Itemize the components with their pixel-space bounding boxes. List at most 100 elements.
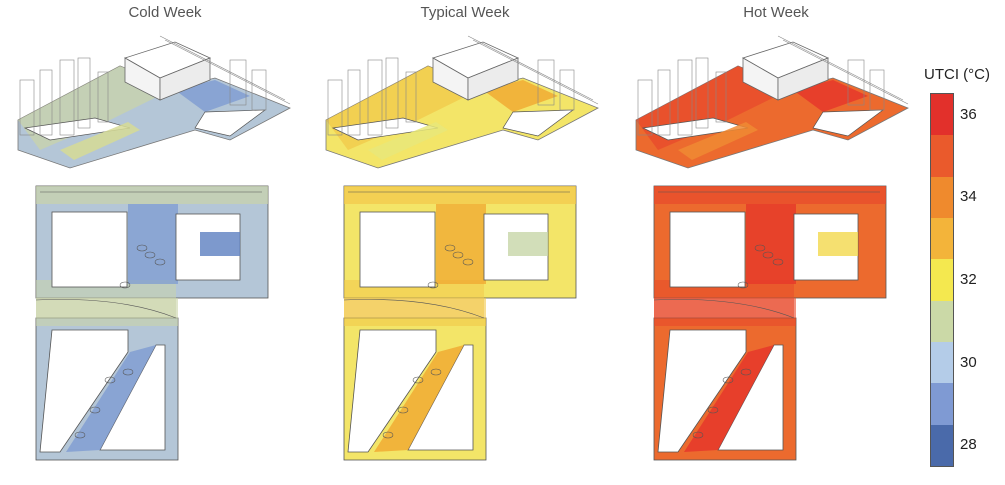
iso-canopy-line (472, 39, 599, 105)
iso-block-front (159, 57, 211, 101)
plan-building-c (657, 329, 747, 453)
iso-green-strip (60, 122, 140, 160)
legend-tick-label: 36 (960, 105, 977, 123)
legend-tick-label: 30 (960, 353, 977, 371)
utci-panel (17, 35, 291, 461)
panel-title-cold: Cold Week (128, 4, 202, 21)
legend-swatch (931, 383, 953, 426)
plan-hot-zone (128, 204, 178, 284)
iso-building-wire (77, 57, 91, 129)
plan-tree-outline (136, 244, 148, 252)
plan-building-a (669, 211, 746, 288)
plan-tree-outline (397, 406, 409, 414)
iso-inner-court (502, 109, 575, 137)
plan-view (35, 185, 269, 461)
legend-swatch (931, 424, 953, 467)
plan-court-patch (818, 232, 858, 256)
plan-tree-outline (444, 244, 456, 252)
plan-tree-outline (737, 281, 749, 289)
iso-green-strip (678, 122, 758, 160)
plan-hot-zone (746, 204, 796, 284)
iso-inner-court (194, 109, 267, 137)
iso-building-wire (637, 79, 653, 136)
plan-tree-outline (104, 376, 116, 384)
plan-building-d (717, 344, 784, 451)
iso-building-wire (847, 59, 865, 106)
iso-building-wire (715, 71, 727, 123)
legend-tick-label: 28 (960, 436, 977, 454)
iso-green-strip (368, 122, 448, 160)
isometric-view (325, 35, 599, 169)
plan-tree-outline (144, 251, 156, 259)
panel-title-typical: Typical Week (420, 4, 510, 21)
utci-panel (635, 35, 909, 461)
iso-courtyard-zone (793, 80, 868, 112)
iso-building-wire (385, 57, 399, 129)
plan-tree-outline (89, 406, 101, 414)
plan-tree-outline (430, 368, 442, 376)
iso-canopy-line (777, 35, 904, 101)
legend-title: UTCI (°C) (924, 66, 990, 83)
plan-tree-outline (762, 251, 774, 259)
iso-building-wire (677, 59, 693, 136)
plan-building-c (347, 329, 437, 453)
iso-canopy-line (164, 39, 291, 105)
iso-building-wire (347, 69, 361, 136)
plan-tree-outline (707, 406, 719, 414)
iso-block-front (467, 57, 519, 101)
legend-swatch (931, 94, 953, 136)
plan-tree-outline (427, 281, 439, 289)
plan-court-patch (508, 232, 548, 256)
plan-diagonal-corridor (66, 345, 156, 452)
plan-tree-outline (412, 376, 424, 384)
plan-tree-outline (382, 431, 394, 439)
plan-tree-outline (740, 368, 752, 376)
isometric-view (17, 35, 291, 169)
legend-swatch (931, 176, 953, 219)
iso-building-wire (405, 71, 417, 123)
plan-diagonal-corridor (684, 345, 774, 452)
plan-tree-outline (452, 251, 464, 259)
plan-junction-zone (36, 298, 178, 326)
iso-block-front (777, 57, 829, 101)
plan-tree-outline (722, 376, 734, 384)
iso-courtyard-zone (483, 80, 558, 112)
plan-tree-outline (754, 244, 766, 252)
isometric-view (635, 35, 909, 169)
iso-canopy-line (782, 39, 909, 105)
plan-view (343, 185, 577, 461)
legend-tick-label: 34 (960, 188, 977, 206)
plan-tree-outline (74, 431, 86, 439)
plan-court-patch (200, 232, 240, 256)
plan-north-strip (36, 186, 268, 204)
utci-panel (325, 35, 599, 461)
plan-tree-outline (122, 368, 134, 376)
iso-building-wire (537, 59, 555, 106)
plan-road-curve (35, 299, 177, 319)
panel-title-hot: Hot Week (743, 4, 809, 21)
legend-swatch (931, 135, 953, 178)
legend-tick-label: 32 (960, 271, 977, 288)
iso-building-wire (327, 79, 343, 136)
iso-canopy-line (467, 35, 594, 101)
iso-courtyard-zone (175, 80, 250, 112)
iso-building-wire (367, 59, 383, 136)
iso-inner-court (812, 109, 885, 137)
plan-junction-zone (654, 298, 796, 326)
plan-hot-zone (436, 204, 486, 284)
legend-swatch (931, 342, 953, 384)
utci-maps (17, 35, 909, 461)
plan-building-a (359, 211, 436, 288)
plan-tree-outline (772, 258, 784, 266)
plan-road-curve (343, 299, 485, 319)
legend-color-bar (930, 93, 954, 467)
plan-north-strip (344, 186, 576, 204)
iso-building-wire (39, 69, 53, 136)
iso-building-wire (59, 59, 75, 136)
plan-building-a (51, 211, 128, 288)
plan-tree-outline (154, 258, 166, 266)
iso-building-wire (695, 57, 709, 129)
iso-building-wire (657, 69, 671, 136)
iso-canopy-line (159, 35, 286, 101)
plan-north-strip (654, 186, 886, 204)
